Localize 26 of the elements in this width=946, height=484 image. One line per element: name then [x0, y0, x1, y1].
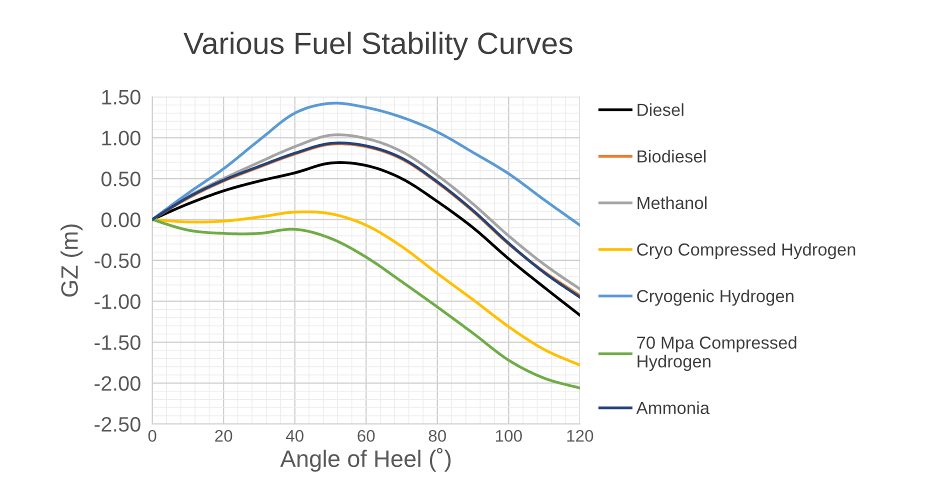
- chart-title: Various Fuel Stability Curves: [184, 32, 572, 60]
- legend-label: Methanol: [638, 196, 707, 210]
- legend-label: 70 Mpa Compressed Hydrogen: [637, 336, 796, 371]
- y-tick-label: 1.50: [102, 90, 140, 105]
- y-tick-label: -1.50: [94, 335, 140, 350]
- y-tick-label: -0.50: [94, 253, 140, 268]
- y-tick-label: 1.00: [102, 130, 140, 146]
- x-tick-label: 80: [428, 430, 446, 442]
- x-axis-title: Angle of Heel (˚): [280, 448, 451, 472]
- legend-label: Ammonia: [636, 401, 710, 414]
- legend-label: Cryogenic Hydrogen: [637, 290, 794, 306]
- x-tick-label: 20: [215, 430, 232, 442]
- x-tick-label: 40: [286, 430, 304, 442]
- legend-label: Cryo Compressed Hydrogen: [637, 242, 856, 260]
- x-tick-label: 120: [567, 430, 594, 442]
- y-tick-label: 0.00: [101, 212, 140, 228]
- y-tick-label: -1.00: [94, 294, 140, 310]
- x-tick-label: 60: [358, 430, 375, 442]
- x-tick-label: 0: [148, 430, 156, 442]
- y-axis-title: GZ (m): [60, 224, 83, 297]
- y-tick-label: -2.00: [94, 376, 140, 391]
- y-tick-label: -2.50: [94, 416, 140, 432]
- legend-label: Diesel: [638, 103, 684, 116]
- x-tick-label: 100: [496, 430, 522, 442]
- y-tick-label: 0.50: [101, 172, 140, 186]
- legend-label: Biodiesel: [638, 150, 706, 163]
